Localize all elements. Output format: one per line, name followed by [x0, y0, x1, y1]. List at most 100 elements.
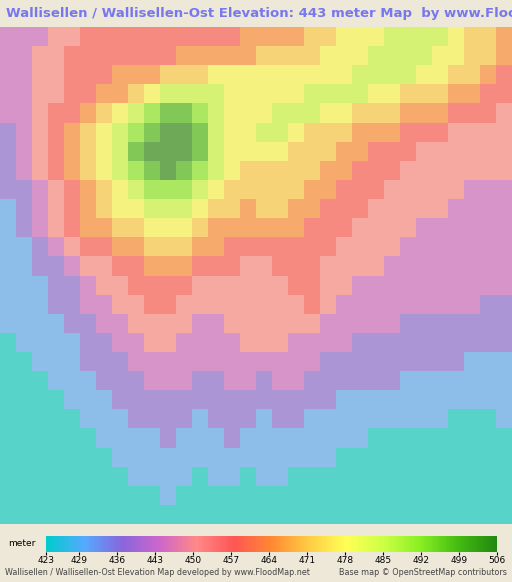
Bar	[240, 46, 256, 65]
Bar	[160, 505, 176, 524]
Bar	[272, 409, 288, 428]
Bar	[32, 314, 48, 333]
Bar	[320, 294, 336, 314]
Bar	[384, 237, 400, 257]
Bar	[160, 390, 176, 409]
Bar	[416, 237, 432, 257]
Bar	[48, 371, 64, 390]
Bar	[272, 294, 288, 314]
Bar	[176, 314, 192, 333]
Bar	[288, 409, 304, 428]
Bar	[144, 161, 160, 180]
Bar	[464, 46, 480, 65]
Bar	[144, 27, 160, 46]
Bar	[128, 46, 144, 65]
Bar	[304, 448, 320, 467]
Bar	[224, 27, 240, 46]
Bar	[400, 294, 416, 314]
Bar	[32, 104, 48, 123]
Bar	[272, 161, 288, 180]
Bar	[480, 409, 496, 428]
Bar	[16, 141, 32, 161]
Bar	[448, 27, 464, 46]
Bar	[208, 409, 224, 428]
Bar	[400, 218, 416, 237]
Bar	[400, 314, 416, 333]
Bar	[304, 141, 320, 161]
Bar	[480, 505, 496, 524]
Bar	[320, 123, 336, 141]
Bar	[208, 467, 224, 486]
Bar	[368, 141, 384, 161]
Bar	[368, 390, 384, 409]
Bar	[400, 84, 416, 104]
Bar	[80, 180, 96, 199]
Bar	[48, 409, 64, 428]
Bar	[432, 46, 448, 65]
Bar	[96, 428, 112, 448]
Text: meter: meter	[8, 539, 35, 548]
Bar	[464, 333, 480, 352]
Bar	[272, 141, 288, 161]
Bar	[0, 505, 16, 524]
Bar	[176, 409, 192, 428]
Bar	[144, 104, 160, 123]
Bar	[160, 371, 176, 390]
Bar	[112, 390, 128, 409]
Bar	[208, 448, 224, 467]
Bar	[240, 180, 256, 199]
Bar	[64, 180, 80, 199]
Bar	[176, 505, 192, 524]
Bar	[96, 141, 112, 161]
Bar	[384, 314, 400, 333]
Bar	[160, 218, 176, 237]
Bar	[368, 352, 384, 371]
Bar	[400, 409, 416, 428]
Bar	[240, 294, 256, 314]
Bar	[416, 486, 432, 505]
Bar	[64, 141, 80, 161]
Bar	[96, 199, 112, 218]
Bar	[240, 505, 256, 524]
Bar	[0, 46, 16, 65]
Bar	[496, 333, 512, 352]
Bar	[352, 199, 368, 218]
Bar	[464, 371, 480, 390]
Bar	[176, 27, 192, 46]
Bar	[208, 161, 224, 180]
Bar	[496, 448, 512, 467]
Bar	[464, 428, 480, 448]
Bar	[416, 123, 432, 141]
Bar	[384, 275, 400, 294]
Bar	[272, 104, 288, 123]
Bar	[192, 84, 208, 104]
Bar	[384, 104, 400, 123]
Bar	[496, 180, 512, 199]
Bar	[272, 199, 288, 218]
Bar	[256, 257, 272, 275]
Bar	[272, 333, 288, 352]
Bar	[240, 352, 256, 371]
Bar	[256, 294, 272, 314]
Bar	[336, 428, 352, 448]
Bar	[80, 104, 96, 123]
Bar	[80, 257, 96, 275]
Bar	[48, 218, 64, 237]
Bar	[400, 448, 416, 467]
Bar	[352, 314, 368, 333]
Bar	[448, 237, 464, 257]
Bar	[256, 428, 272, 448]
Bar	[480, 352, 496, 371]
Bar	[464, 352, 480, 371]
Bar	[128, 352, 144, 371]
Bar	[496, 409, 512, 428]
Bar	[128, 314, 144, 333]
Bar	[432, 161, 448, 180]
Bar	[352, 27, 368, 46]
Bar	[48, 161, 64, 180]
Bar	[208, 65, 224, 84]
Bar	[16, 467, 32, 486]
Bar	[256, 352, 272, 371]
Bar	[448, 352, 464, 371]
Bar	[192, 123, 208, 141]
